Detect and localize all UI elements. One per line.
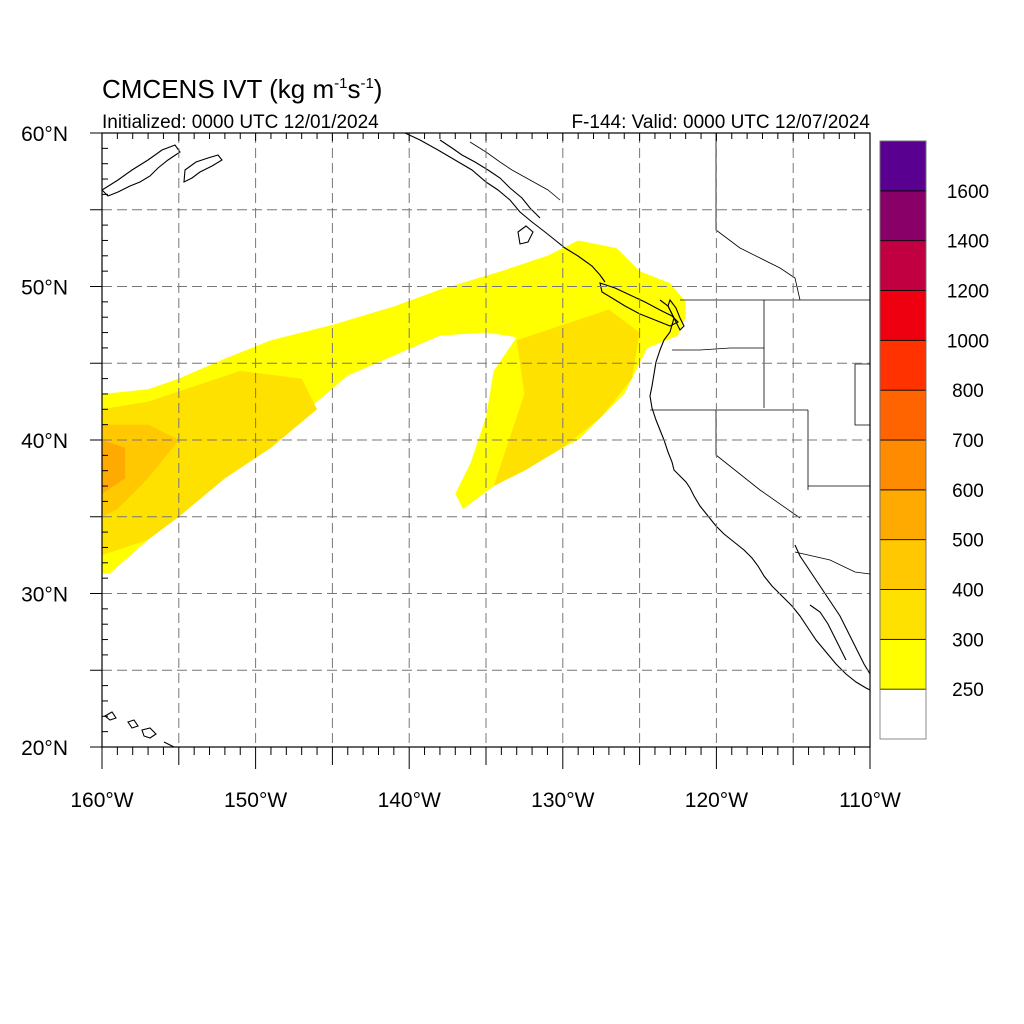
colorbar-segment xyxy=(879,140,927,192)
colorbar-segment xyxy=(879,589,927,640)
longitude-labels: 160°W 150°W 140°W 130°W 120°W 110°W xyxy=(70,789,901,812)
colorbar-label: 400 xyxy=(952,581,984,602)
lat-tick-label: 20°N xyxy=(21,737,68,760)
ivt-contour-level-300 xyxy=(102,370,317,556)
axis-ticks xyxy=(90,132,871,769)
az-nm-border xyxy=(854,363,870,426)
lat-tick-label: 30°N xyxy=(21,584,68,607)
colorbar-segment xyxy=(879,688,927,740)
mt-border xyxy=(715,133,801,301)
ivt-contour-level-300_b xyxy=(493,309,640,487)
coastlines xyxy=(102,133,870,747)
figure-title: CMCENS IVT (kg m-1s-1) xyxy=(102,74,382,104)
latitude-labels: 60°N 50°N 40°N 30°N 20°N xyxy=(21,123,68,760)
valid-time-label: F-144: Valid: 0000 UTC 12/07/2024 xyxy=(571,112,870,133)
alaska-coast-west xyxy=(102,144,181,197)
colorbar-segment xyxy=(879,190,927,242)
kodiak-island xyxy=(183,154,223,183)
colorbar-segment xyxy=(879,638,927,690)
ivt-colorbar xyxy=(879,140,927,740)
ivt-contour-level-500 xyxy=(102,440,125,494)
colorbar-label: 700 xyxy=(952,431,984,452)
colorbar-segment xyxy=(879,389,927,441)
west-coast-mainland xyxy=(649,299,870,691)
lon-tick-label: 140°W xyxy=(378,789,441,812)
colorbar-label: 1400 xyxy=(947,232,989,253)
graticule xyxy=(102,133,870,747)
bc-alaska-border xyxy=(469,141,561,201)
alaska-coast-inner xyxy=(439,139,541,219)
lat-tick-label: 50°N xyxy=(21,277,68,300)
colorbar-frame xyxy=(879,140,927,740)
hawaii-islands xyxy=(104,711,176,747)
baja-peninsula xyxy=(794,544,870,675)
vancouver-island xyxy=(599,282,679,327)
colorbar-label: 600 xyxy=(952,481,984,502)
colorbar-segment xyxy=(879,339,927,391)
colorbar-segment xyxy=(879,240,927,291)
alaska-coast-north xyxy=(404,133,606,283)
colorbar-segment xyxy=(879,489,927,541)
colorbar-label: 500 xyxy=(952,531,984,552)
colorbar-segment xyxy=(879,290,927,341)
colorbar-segment xyxy=(879,539,927,590)
gulf-of-california xyxy=(809,604,847,661)
map-plot-area xyxy=(101,132,871,748)
lat-tick-label: 40°N xyxy=(21,430,68,453)
lat-tick-label: 60°N xyxy=(21,123,68,146)
lon-tick-label: 130°W xyxy=(531,789,594,812)
colorbar-segment xyxy=(879,439,927,491)
wa-or-border xyxy=(672,347,764,351)
colorbar-labels: 1600 1400 1200 1000 800 700 600 500 400 300 250 xyxy=(947,182,989,701)
colorbar-label: 1000 xyxy=(947,331,989,352)
colorbar-label: 300 xyxy=(952,630,984,651)
lon-tick-label: 120°W xyxy=(685,789,748,812)
lon-tick-label: 160°W xyxy=(70,789,133,812)
lon-tick-label: 110°W xyxy=(839,789,901,812)
colorbar-label: 1200 xyxy=(947,282,989,303)
init-time-label: Initialized: 0000 UTC 12/01/2024 xyxy=(102,112,379,133)
us-mexico-border xyxy=(794,551,870,575)
lon-tick-label: 150°W xyxy=(224,789,287,812)
ivt-shading xyxy=(102,240,686,574)
ivt-contour-level-250 xyxy=(102,240,686,574)
colorbar-label: 1600 xyxy=(947,182,989,203)
colorbar-label: 250 xyxy=(952,680,984,701)
ca-nv-border xyxy=(715,410,801,519)
colorbar-label: 800 xyxy=(952,381,984,402)
bc-islands xyxy=(517,225,534,245)
